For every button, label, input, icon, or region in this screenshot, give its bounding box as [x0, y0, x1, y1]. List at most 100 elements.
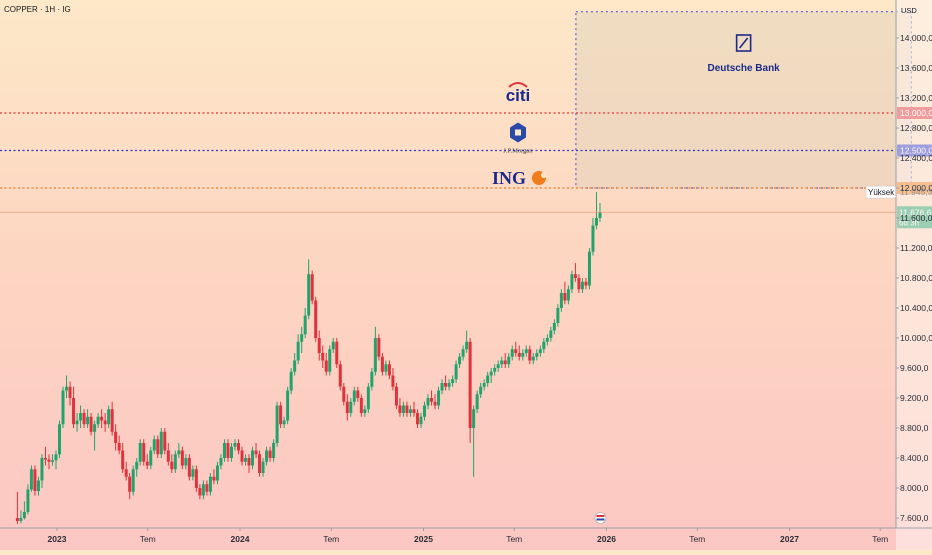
candle — [489, 368, 493, 383]
candle — [265, 446, 269, 466]
candle-body — [535, 353, 539, 357]
currency-label[interactable]: USD — [901, 6, 917, 15]
candle-body — [500, 360, 504, 365]
y-tick-label: 8.000,0 — [900, 483, 929, 493]
candle-body — [559, 293, 563, 308]
candle — [187, 454, 191, 481]
candle — [345, 394, 349, 421]
candle — [514, 341, 518, 357]
ing-logo: ING — [492, 168, 526, 188]
candle-body — [419, 416, 423, 425]
candle-body — [514, 349, 518, 353]
candle-body — [493, 368, 497, 372]
x-tick-label: 2024 — [231, 534, 250, 544]
candle-body — [114, 431, 118, 443]
candle-body — [258, 454, 262, 473]
candle — [493, 364, 497, 376]
candle-body — [33, 469, 37, 491]
candle-body — [286, 390, 290, 421]
candle — [233, 439, 237, 451]
symbol-title[interactable]: COPPER · 1H · IG — [4, 5, 71, 14]
candle — [124, 461, 128, 481]
candle-body — [587, 251, 591, 286]
candle — [444, 375, 448, 391]
x-tick-label: Tem — [140, 534, 156, 544]
candle — [363, 405, 367, 417]
candle-body — [166, 450, 170, 462]
candle-body — [65, 386, 69, 391]
candle — [180, 446, 184, 470]
candle-body — [177, 450, 181, 455]
candle-body — [387, 364, 391, 376]
candle — [521, 349, 525, 361]
candle-body — [352, 390, 356, 402]
candle-body — [542, 341, 546, 350]
candle — [100, 409, 104, 428]
candle — [580, 278, 584, 293]
candle-body — [43, 458, 47, 460]
candle-body — [556, 308, 560, 323]
price-axis-panel — [896, 0, 932, 550]
candle — [584, 278, 588, 290]
candle — [19, 510, 23, 524]
candle — [261, 458, 265, 477]
ing-lion-icon-eye — [541, 172, 547, 178]
candle — [240, 446, 244, 466]
candle-body — [573, 274, 577, 278]
candle-body — [584, 281, 588, 286]
candle-body — [187, 458, 191, 477]
candle — [486, 371, 490, 387]
candle — [317, 330, 321, 361]
candle-body — [89, 416, 93, 432]
candle-body — [61, 390, 65, 425]
candle-body — [254, 450, 258, 455]
candle-body — [289, 371, 293, 391]
candle — [156, 435, 160, 458]
candle-body — [594, 218, 598, 226]
candle-body — [496, 364, 500, 368]
candle — [272, 439, 276, 462]
candle-body — [394, 386, 398, 406]
candle-body — [96, 416, 100, 425]
candle-body — [240, 450, 244, 462]
candle-body — [103, 420, 107, 425]
candle-body — [201, 484, 205, 496]
candle — [296, 334, 300, 365]
candle-body — [212, 476, 216, 481]
candle-body — [598, 212, 602, 218]
candle-body — [566, 289, 570, 301]
candle-body — [82, 413, 86, 425]
candle — [82, 409, 86, 428]
y-tick-label: 9.200,0 — [900, 393, 929, 403]
candle — [275, 401, 279, 447]
candle — [426, 394, 430, 410]
candle-body — [229, 446, 233, 458]
candle-body — [128, 476, 132, 492]
candle — [591, 218, 595, 256]
candle — [570, 270, 574, 293]
candle-body — [521, 353, 525, 357]
candle-body — [451, 379, 455, 383]
candle — [251, 446, 255, 470]
y-tick-label: 8.800,0 — [900, 423, 929, 433]
candle-body — [219, 458, 223, 466]
candle — [286, 386, 290, 425]
candle-body — [447, 383, 451, 387]
y-tick-label: 7.600,0 — [900, 513, 929, 523]
candle — [72, 386, 76, 428]
y-tick-label: 9.600,0 — [900, 363, 929, 373]
candle — [222, 439, 226, 462]
candle — [461, 345, 465, 361]
candle-body — [328, 349, 332, 372]
candle-body — [296, 341, 300, 361]
candle-body — [282, 420, 286, 425]
candle — [500, 356, 504, 368]
candle — [26, 484, 30, 515]
candle — [236, 439, 240, 455]
candle — [54, 450, 58, 470]
x-tick-label: 2023 — [48, 534, 67, 544]
candle-body — [29, 469, 33, 490]
candle-body — [215, 465, 219, 481]
candle — [75, 413, 79, 432]
